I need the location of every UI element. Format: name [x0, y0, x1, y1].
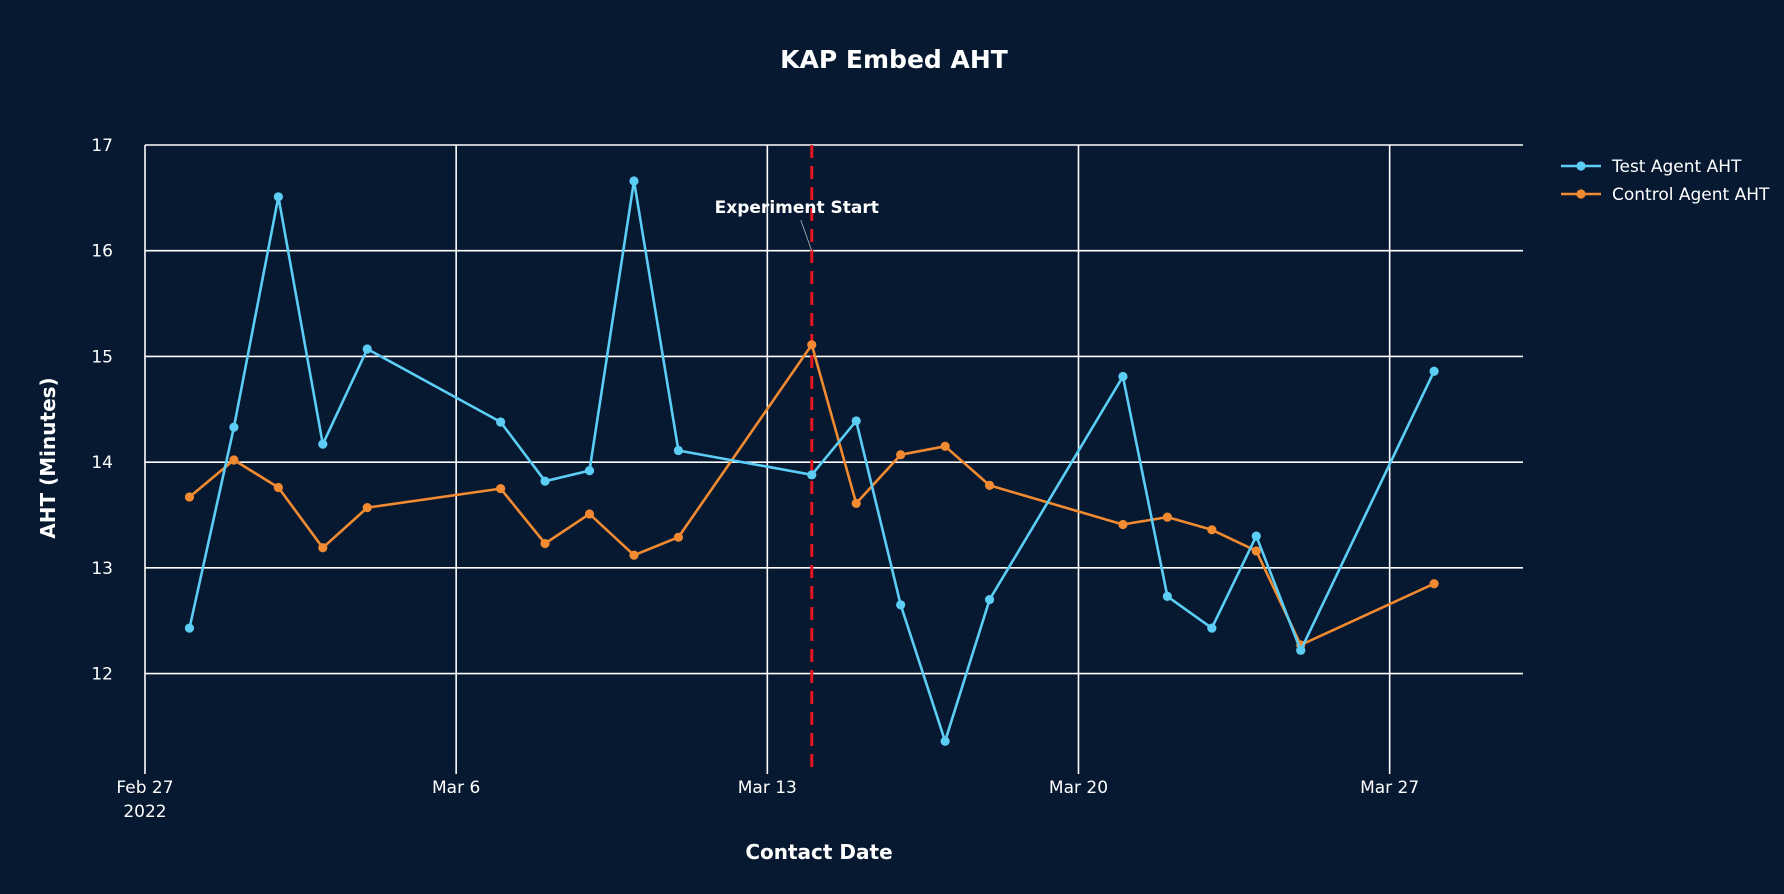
x-tick-label: Feb 27	[116, 778, 173, 798]
x-tick-label: Mar 13	[738, 778, 797, 798]
y-tick-label: 14	[91, 453, 113, 473]
data-point-control-agent-aht[interactable]	[1207, 525, 1217, 535]
data-point-control-agent-aht[interactable]	[362, 503, 372, 513]
legend[interactable]: Test Agent AHT Control Agent AHT	[1561, 157, 1770, 205]
legend-swatch-marker	[1576, 189, 1586, 199]
data-point-control-agent-aht[interactable]	[540, 538, 550, 549]
data-point-test-agent-aht[interactable]	[362, 344, 372, 354]
series-test-agent-aht	[184, 176, 1439, 746]
data-point-test-agent-aht[interactable]	[629, 176, 639, 186]
data-point-control-agent-aht[interactable]	[1162, 512, 1172, 522]
x-tick-label: Mar 20	[1049, 778, 1108, 798]
data-point-control-agent-aht[interactable]	[984, 480, 995, 490]
data-point-test-agent-aht[interactable]	[273, 192, 283, 202]
data-point-control-agent-aht[interactable]	[1429, 579, 1439, 589]
data-point-control-agent-aht[interactable]	[851, 498, 861, 508]
series-control-agent-aht	[184, 340, 1439, 650]
y-tick-label: 16	[91, 242, 113, 262]
data-point-control-agent-aht[interactable]	[1118, 519, 1128, 530]
data-point-control-agent-aht[interactable]	[1251, 546, 1261, 556]
data-point-test-agent-aht[interactable]	[584, 466, 595, 476]
data-point-test-agent-aht[interactable]	[940, 736, 950, 746]
series-layer	[184, 176, 1439, 746]
chart-title: KAP Embed AHT	[780, 45, 1008, 74]
annotation-layer: Experiment Start	[715, 145, 879, 774]
data-point-test-agent-aht[interactable]	[896, 600, 906, 610]
data-point-control-agent-aht[interactable]	[940, 441, 950, 451]
data-point-control-agent-aht[interactable]	[229, 455, 239, 465]
series-line-control-agent-aht	[188, 343, 1435, 647]
annotation-label: Experiment Start	[715, 198, 879, 218]
data-point-test-agent-aht[interactable]	[1207, 623, 1217, 633]
y-tick-label: 15	[91, 347, 113, 367]
data-point-test-agent-aht[interactable]	[1251, 531, 1261, 541]
data-point-test-agent-aht[interactable]	[1296, 645, 1306, 655]
data-point-test-agent-aht[interactable]	[673, 445, 684, 456]
data-point-test-agent-aht[interactable]	[318, 439, 328, 449]
data-point-control-agent-aht[interactable]	[273, 482, 283, 493]
data-point-control-agent-aht[interactable]	[496, 483, 506, 494]
y-tick-label: 17	[91, 136, 113, 156]
data-point-control-agent-aht[interactable]	[673, 532, 684, 542]
data-point-control-agent-aht[interactable]	[807, 340, 817, 350]
data-point-test-agent-aht[interactable]	[1118, 371, 1128, 382]
tick-layer: 12 13 14 15 16 17 Feb 27 2022 Mar 6 Mar 13 Mar 20 M…	[91, 136, 1419, 822]
x-axis-title: Contact Date	[745, 840, 892, 864]
y-axis-title: AHT (Minutes)	[36, 377, 60, 538]
legend-swatch-marker	[1576, 161, 1586, 171]
data-point-test-agent-aht[interactable]	[229, 422, 239, 432]
data-point-test-agent-aht[interactable]	[184, 623, 195, 633]
annotation-arrow	[800, 219, 813, 252]
data-point-control-agent-aht[interactable]	[318, 543, 328, 553]
data-point-test-agent-aht[interactable]	[540, 476, 550, 486]
x-tick-label: Mar 27	[1360, 778, 1419, 798]
legend-item-test-agent-aht[interactable]: Test Agent AHT	[1561, 157, 1742, 177]
legend-item-control-agent-aht[interactable]: Control Agent AHT	[1561, 185, 1770, 205]
data-point-test-agent-aht[interactable]	[807, 470, 817, 480]
x-tick-label: Mar 6	[432, 778, 480, 798]
data-point-test-agent-aht[interactable]	[1162, 591, 1172, 602]
data-point-control-agent-aht[interactable]	[629, 550, 639, 560]
data-point-control-agent-aht[interactable]	[184, 492, 195, 502]
data-point-test-agent-aht[interactable]	[851, 416, 861, 426]
data-point-control-agent-aht[interactable]	[584, 509, 595, 519]
legend-label: Test Agent AHT	[1611, 157, 1742, 177]
y-tick-label: 13	[91, 559, 113, 579]
y-tick-label: 12	[91, 665, 113, 685]
data-point-control-agent-aht[interactable]	[896, 450, 906, 460]
grid-layer	[144, 144, 1523, 774]
legend-label: Control Agent AHT	[1612, 185, 1770, 205]
data-point-test-agent-aht[interactable]	[984, 594, 995, 605]
data-point-test-agent-aht[interactable]	[1429, 366, 1439, 376]
x-tick-sublabel: 2022	[123, 802, 166, 822]
data-point-test-agent-aht[interactable]	[496, 417, 506, 427]
